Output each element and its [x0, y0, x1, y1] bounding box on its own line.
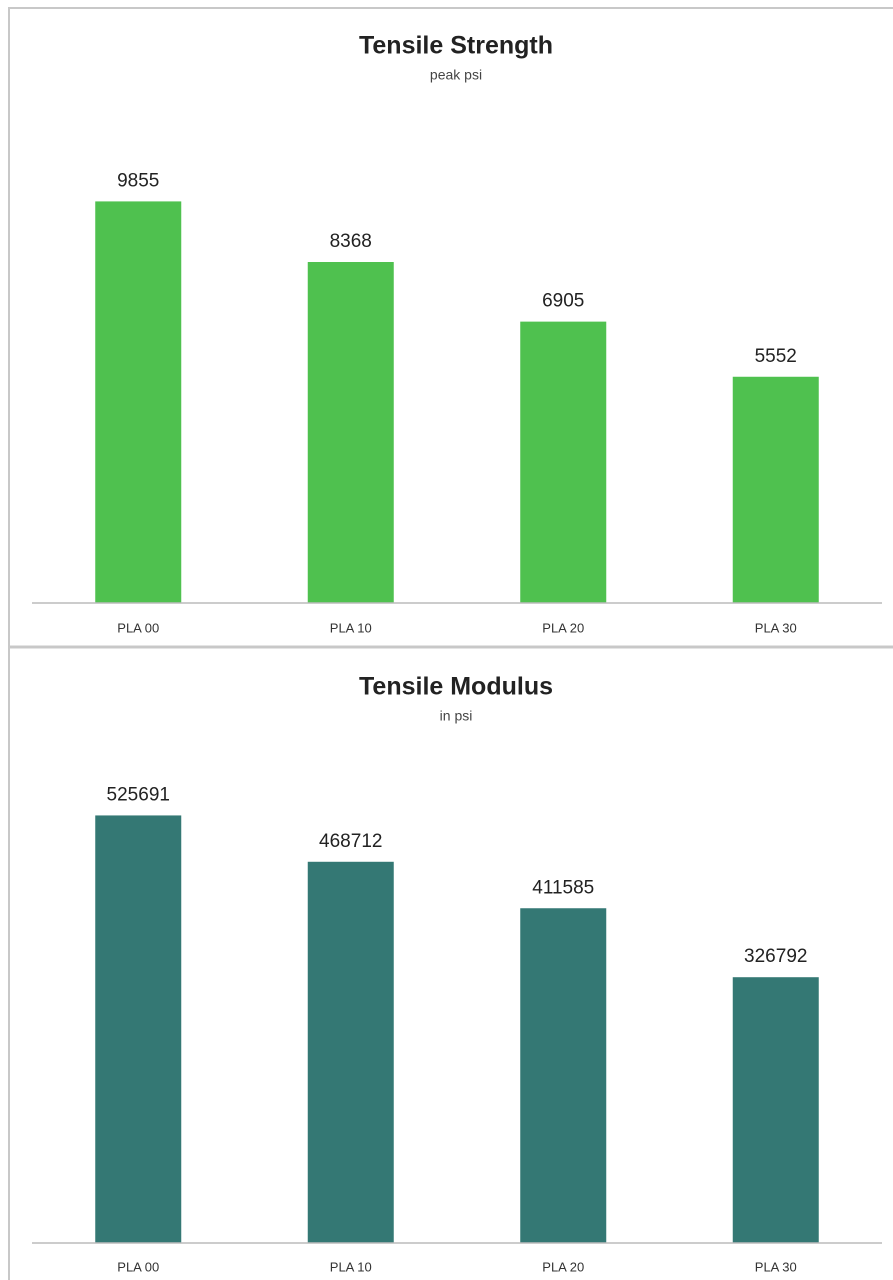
data-label: 8368	[330, 231, 372, 252]
data-label: 525691	[107, 784, 170, 805]
bar	[732, 977, 819, 1243]
data-label: 5552	[755, 346, 797, 367]
data-label: 468712	[319, 831, 382, 852]
chart-title: Tensile Strength	[359, 32, 553, 60]
x-tick-label: PLA 20	[542, 1259, 584, 1274]
bar	[307, 262, 394, 603]
data-label: 6905	[542, 291, 584, 312]
data-label: 326792	[744, 946, 807, 967]
data-label: 9855	[117, 170, 159, 191]
x-tick-label: PLA 20	[542, 620, 584, 635]
bar	[95, 201, 182, 603]
x-tick-label: PLA 00	[117, 620, 159, 635]
bar	[732, 376, 819, 603]
chart-subtitle: peak psi	[430, 67, 482, 83]
data-label: 411585	[532, 877, 594, 898]
chart-subtitle: in psi	[440, 708, 473, 724]
bar	[307, 861, 394, 1243]
bar	[95, 815, 182, 1243]
bar	[520, 321, 607, 603]
x-tick-label: PLA 10	[330, 620, 372, 635]
bar	[520, 908, 607, 1243]
x-tick-label: PLA 30	[755, 1259, 797, 1274]
x-tick-label: PLA 30	[755, 620, 797, 635]
x-tick-label: PLA 10	[330, 1259, 372, 1274]
chart-title: Tensile Modulus	[359, 673, 553, 701]
x-tick-label: PLA 00	[117, 1259, 159, 1274]
